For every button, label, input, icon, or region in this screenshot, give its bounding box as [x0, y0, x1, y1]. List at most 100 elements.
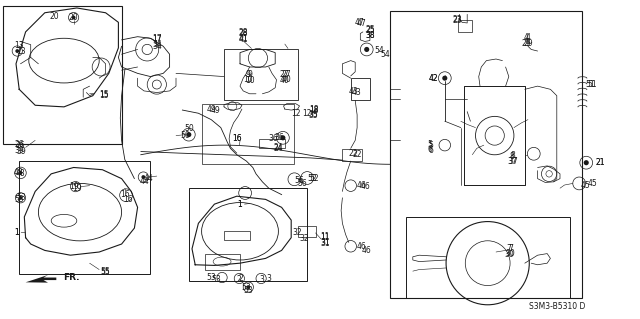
- Text: 2: 2: [238, 274, 243, 283]
- Text: 37: 37: [508, 157, 518, 166]
- Text: 21: 21: [595, 158, 605, 167]
- Bar: [189, 188, 307, 281]
- Text: 7: 7: [508, 244, 513, 253]
- Text: 11: 11: [321, 233, 330, 242]
- Text: 17: 17: [152, 34, 162, 43]
- Text: 29: 29: [521, 39, 531, 48]
- Text: 35: 35: [308, 111, 319, 120]
- Text: 2: 2: [237, 275, 241, 284]
- Ellipse shape: [280, 135, 285, 140]
- Text: 18: 18: [309, 106, 318, 115]
- Text: 7: 7: [506, 244, 511, 253]
- Text: 54: 54: [381, 50, 390, 59]
- Text: 38: 38: [365, 31, 375, 40]
- Text: 46: 46: [357, 242, 367, 251]
- Text: 26: 26: [16, 141, 26, 150]
- Text: 37: 37: [507, 157, 517, 166]
- Bar: [406, 217, 570, 298]
- Bar: [458, 20, 472, 32]
- Text: 34: 34: [152, 40, 162, 49]
- Text: 30: 30: [504, 250, 514, 259]
- Text: 53: 53: [16, 193, 26, 202]
- Text: 18: 18: [309, 105, 318, 114]
- Text: 32: 32: [292, 228, 303, 237]
- Text: 40: 40: [282, 75, 292, 84]
- Text: 53: 53: [243, 286, 253, 295]
- Text: 45: 45: [588, 179, 597, 188]
- Text: 46: 46: [357, 181, 367, 190]
- Text: 5: 5: [427, 140, 432, 149]
- Bar: [259, 139, 285, 148]
- Text: 56: 56: [297, 179, 307, 188]
- Text: 55: 55: [100, 267, 111, 276]
- Text: 53: 53: [241, 283, 252, 292]
- Text: 48: 48: [16, 169, 26, 178]
- Text: 15: 15: [99, 91, 109, 100]
- Text: 27: 27: [282, 70, 292, 78]
- Bar: [390, 11, 582, 298]
- Text: 52: 52: [307, 174, 317, 183]
- Text: 24: 24: [273, 143, 284, 152]
- Text: 16: 16: [120, 190, 130, 199]
- Text: 53: 53: [14, 195, 24, 204]
- Text: 42: 42: [429, 74, 438, 83]
- Text: 28: 28: [239, 29, 248, 38]
- Text: 27: 27: [280, 70, 290, 79]
- Polygon shape: [26, 275, 56, 283]
- Text: 13: 13: [14, 41, 24, 50]
- Text: 50: 50: [184, 124, 194, 133]
- Ellipse shape: [19, 171, 22, 175]
- Text: 10: 10: [244, 76, 255, 85]
- Text: 6: 6: [427, 145, 432, 154]
- Text: 24: 24: [273, 144, 284, 153]
- Bar: [351, 78, 370, 100]
- Ellipse shape: [72, 16, 76, 19]
- Bar: [298, 226, 316, 237]
- Bar: [19, 161, 150, 274]
- Text: 39: 39: [16, 147, 26, 156]
- Text: 8: 8: [509, 152, 515, 161]
- Text: 49: 49: [207, 105, 216, 114]
- Text: 50: 50: [180, 131, 191, 140]
- Text: 47: 47: [356, 19, 367, 28]
- Text: 31: 31: [320, 239, 330, 248]
- Text: 56: 56: [294, 176, 304, 185]
- Text: 36: 36: [275, 133, 285, 142]
- Text: 23: 23: [452, 16, 463, 25]
- Ellipse shape: [186, 132, 191, 137]
- Text: 1: 1: [237, 200, 243, 209]
- Text: 1: 1: [237, 200, 243, 209]
- Ellipse shape: [246, 285, 250, 289]
- Text: 38: 38: [365, 31, 375, 40]
- Text: 19: 19: [72, 184, 82, 193]
- Text: 19: 19: [69, 182, 79, 191]
- Text: 48: 48: [14, 168, 24, 177]
- Text: 36: 36: [269, 134, 278, 143]
- Text: 4: 4: [524, 33, 529, 42]
- Text: 42: 42: [429, 74, 438, 83]
- Text: 13: 13: [16, 47, 26, 56]
- Bar: [202, 104, 294, 164]
- Text: 43: 43: [352, 88, 362, 97]
- Text: 40: 40: [280, 76, 290, 85]
- Text: 30: 30: [506, 249, 516, 258]
- Text: 10: 10: [243, 75, 253, 84]
- Text: 25: 25: [365, 25, 375, 34]
- Text: 47: 47: [355, 19, 365, 27]
- Text: 16: 16: [232, 134, 242, 143]
- Bar: [224, 49, 298, 100]
- Text: 53: 53: [207, 273, 216, 282]
- Text: 9: 9: [246, 70, 251, 78]
- Text: FR.: FR.: [63, 273, 79, 282]
- Text: S3M3-B5310 D: S3M3-B5310 D: [529, 302, 585, 311]
- Text: 4: 4: [525, 33, 531, 42]
- Text: 53: 53: [211, 275, 221, 284]
- Text: 1: 1: [14, 228, 19, 237]
- Text: 26: 26: [14, 140, 24, 149]
- Text: 52: 52: [309, 174, 319, 182]
- Text: 20: 20: [68, 13, 79, 22]
- Text: 16: 16: [124, 195, 133, 204]
- Text: 11: 11: [321, 232, 330, 241]
- Text: 16: 16: [232, 134, 242, 143]
- Text: 5: 5: [428, 141, 433, 150]
